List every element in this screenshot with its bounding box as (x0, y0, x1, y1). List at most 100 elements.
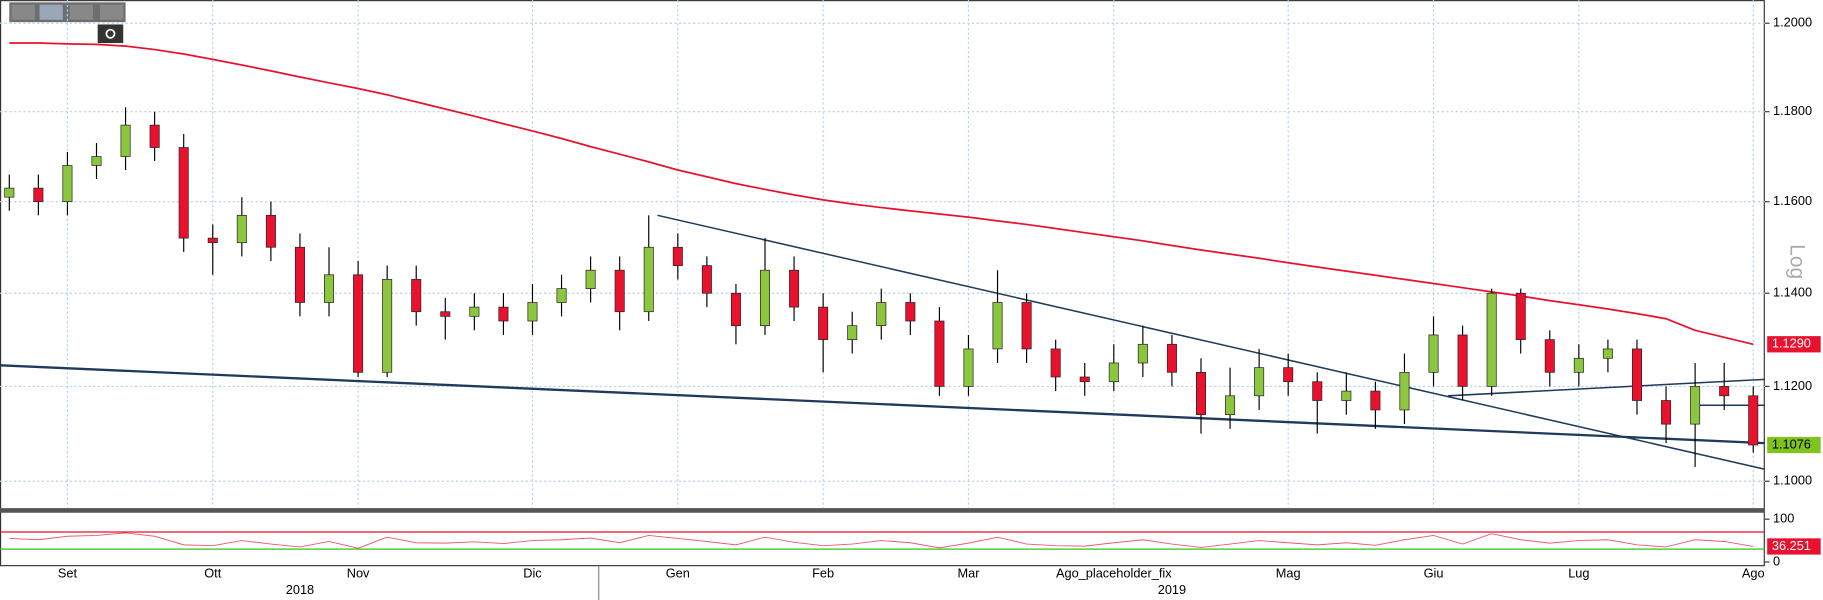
candle-body (33, 187, 44, 203)
candle-body (1370, 390, 1381, 411)
candle-body (556, 288, 567, 303)
y-tick-label: 1.1400 (1773, 285, 1812, 300)
candle-body (178, 147, 189, 239)
candle-body (1079, 376, 1090, 383)
candle-body (440, 311, 451, 317)
rsi-tick-label: 100 (1773, 511, 1794, 526)
candle-body (963, 348, 974, 387)
candle-body (1312, 381, 1323, 401)
trendline (0, 364, 1765, 445)
candle-body (1428, 334, 1439, 373)
price-tag-label: 36.251 (1772, 538, 1811, 553)
candle-body (1166, 343, 1177, 373)
panel-divider (0, 508, 1765, 513)
crosshair-button[interactable] (11, 4, 35, 20)
x-tick-label: Mar (957, 566, 980, 581)
candle-body (614, 269, 625, 313)
x-tick-label: Nov (347, 566, 370, 581)
candle-body (120, 124, 131, 157)
toolbar (9, 2, 126, 44)
candle-body (4, 187, 15, 198)
x-tick-label: Set (58, 566, 78, 581)
x-tick-label: Gen (666, 566, 690, 581)
candle-body (1690, 386, 1701, 425)
candle-body (789, 269, 800, 308)
year-label: 2018 (286, 582, 314, 597)
candle-body (1573, 357, 1584, 373)
candle-body (672, 246, 683, 266)
candle-body (1515, 292, 1526, 340)
y-tick-label: 1.1000 (1773, 473, 1812, 488)
trendline (657, 214, 1766, 471)
candle-body (1631, 348, 1642, 401)
candle-body (527, 302, 538, 322)
y-tick-label: 1.2000 (1773, 15, 1812, 30)
candle-body (469, 306, 480, 317)
candle-body (992, 302, 1003, 350)
candle-body (1254, 367, 1265, 397)
toolbar-bg (9, 2, 126, 23)
candle-body (1486, 292, 1497, 387)
trendline (1448, 378, 1765, 397)
rsi-line (9, 532, 1754, 549)
scale-label: Log (1786, 244, 1809, 279)
settings-button[interactable] (97, 24, 124, 44)
x-tick-label: Feb (812, 566, 834, 581)
candle-body (1544, 339, 1555, 373)
candle-body (585, 269, 596, 289)
candle-body (905, 302, 916, 322)
price-tag (1767, 336, 1821, 353)
candle-body (1341, 390, 1352, 401)
zoom-button[interactable] (99, 4, 124, 20)
candle-body (730, 292, 741, 327)
candle-body (934, 320, 945, 387)
x-tick-label: Ago_placeholder_fix (1056, 566, 1172, 581)
rsi-tick-label: 0 (1773, 553, 1780, 568)
y-tick-label: 1.1200 (1773, 378, 1812, 393)
x-tick-label: Giu (1424, 566, 1444, 581)
candle-body (1661, 400, 1672, 425)
x-tick-label: Lug (1568, 566, 1589, 581)
candle-body (760, 269, 771, 327)
candle-body (1050, 348, 1061, 378)
candle-body (236, 214, 247, 244)
candle-body (1108, 362, 1119, 383)
candle-body (294, 246, 305, 303)
candle-body (62, 165, 73, 203)
x-tick-label: Mag (1276, 566, 1301, 581)
draw-button[interactable] (39, 4, 63, 20)
candle-body (1399, 371, 1410, 411)
price-tag (1767, 538, 1821, 555)
candle-body (265, 214, 276, 248)
candle-body (149, 124, 160, 148)
candle-body (324, 274, 335, 303)
y-tick-label: 1.1600 (1773, 193, 1812, 208)
plot-frame (0, 0, 1765, 567)
candle-body (1748, 395, 1759, 446)
candle-body (207, 237, 218, 244)
price-tag-label: 1.1076 (1772, 436, 1811, 451)
list-button[interactable] (69, 4, 94, 20)
moving-average (9, 42, 1754, 346)
settings-icon (105, 28, 116, 39)
candle-body (1719, 386, 1730, 397)
year-label: 2019 (1158, 582, 1186, 597)
candle-body (382, 279, 393, 373)
candle-body (818, 306, 829, 340)
candle-body (1602, 348, 1613, 359)
y-tick-label: 1.1800 (1773, 103, 1812, 118)
candle-body (1225, 395, 1236, 416)
x-tick-label: Dic (523, 566, 542, 581)
price-tag (1767, 436, 1821, 454)
candle-body (1283, 367, 1294, 383)
candle-body (876, 302, 887, 327)
candle-body (1457, 334, 1468, 387)
candle-body (353, 274, 364, 373)
candle-body (847, 325, 858, 340)
price-tag-label: 1.1290 (1772, 336, 1811, 351)
candle-body (411, 279, 422, 313)
candle-body (91, 156, 102, 166)
x-tick-label: Ott (204, 566, 221, 581)
candle-body (701, 265, 712, 294)
